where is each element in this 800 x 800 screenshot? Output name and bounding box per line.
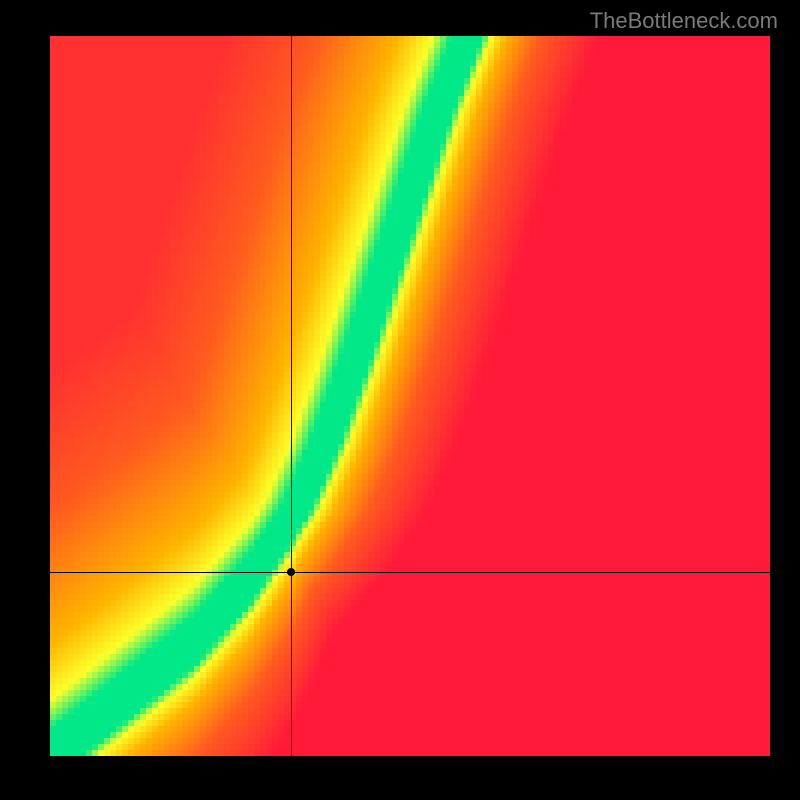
crosshair-dot: [287, 568, 295, 576]
crosshair-horizontal: [50, 572, 770, 573]
bottleneck-heatmap: [50, 36, 770, 756]
chart-container: TheBottleneck.com: [0, 0, 800, 800]
watermark-text: TheBottleneck.com: [590, 8, 778, 34]
crosshair-vertical: [291, 36, 292, 756]
